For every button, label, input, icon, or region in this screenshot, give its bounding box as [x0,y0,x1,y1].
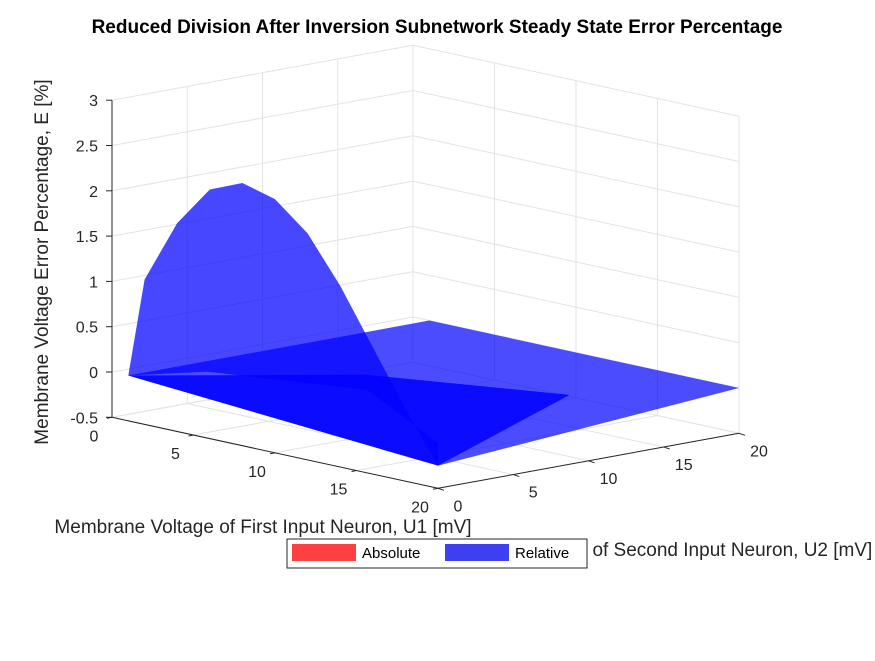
x-tick-label: 0 [90,428,99,445]
axes [106,99,746,491]
x-tick [269,452,276,455]
legend-label-absolute: Absolute [362,545,420,562]
y-tick [588,460,595,464]
legend-label-relative: Relative [515,545,569,562]
y-tick [513,474,520,478]
z-axis-label: Membrane Voltage Error Percentage, E [%] [32,79,53,444]
x-tick-label: 10 [248,464,266,481]
legend-swatch-absolute [292,544,356,561]
surface-fold [128,374,570,466]
grid-line [111,44,414,101]
chart-title: Reduced Division After Inversion Subnetw… [92,17,783,38]
y-tick-label: 15 [675,457,693,474]
grid-line [412,225,740,298]
y-tick [738,432,746,436]
y-tick [663,446,670,450]
z-tick-label: 2 [89,184,98,201]
grid-line [412,44,740,117]
x-tick-label: 20 [411,499,429,516]
x-tick-label: 5 [171,446,180,463]
surface [128,182,740,466]
legend: Absolute Relative [286,538,588,569]
surface-lobe [128,182,439,466]
legend-swatch-relative [445,544,509,561]
z-tick-label: 2.5 [76,139,98,156]
x-axis-label: Membrane Voltage of First Input Neuron, … [54,517,471,538]
x-tick [432,487,439,490]
y-tick-label: 0 [454,498,463,515]
x-tick [188,434,194,437]
grid-line [412,271,740,344]
z-tick-label: 0.5 [76,320,98,337]
y-tick [437,487,445,491]
grid-line [111,135,414,192]
z-tick-label: -0.5 [70,410,98,427]
z-tick-label: 0 [89,365,98,382]
z-tick-label: 1.5 [76,229,98,246]
grid-line [111,90,414,146]
x-tick [351,470,357,473]
y-tick-label: 10 [600,471,618,488]
z-tick-label: 3 [89,93,98,110]
y-tick-label: 5 [529,485,538,502]
grid-line [412,135,740,208]
z-tick-label: 1 [89,274,98,291]
grid-line [412,180,740,253]
x-tick-label: 15 [330,482,348,499]
legend-box [286,538,588,569]
y-tick-label: 20 [750,443,768,460]
grid-line [412,90,740,162]
